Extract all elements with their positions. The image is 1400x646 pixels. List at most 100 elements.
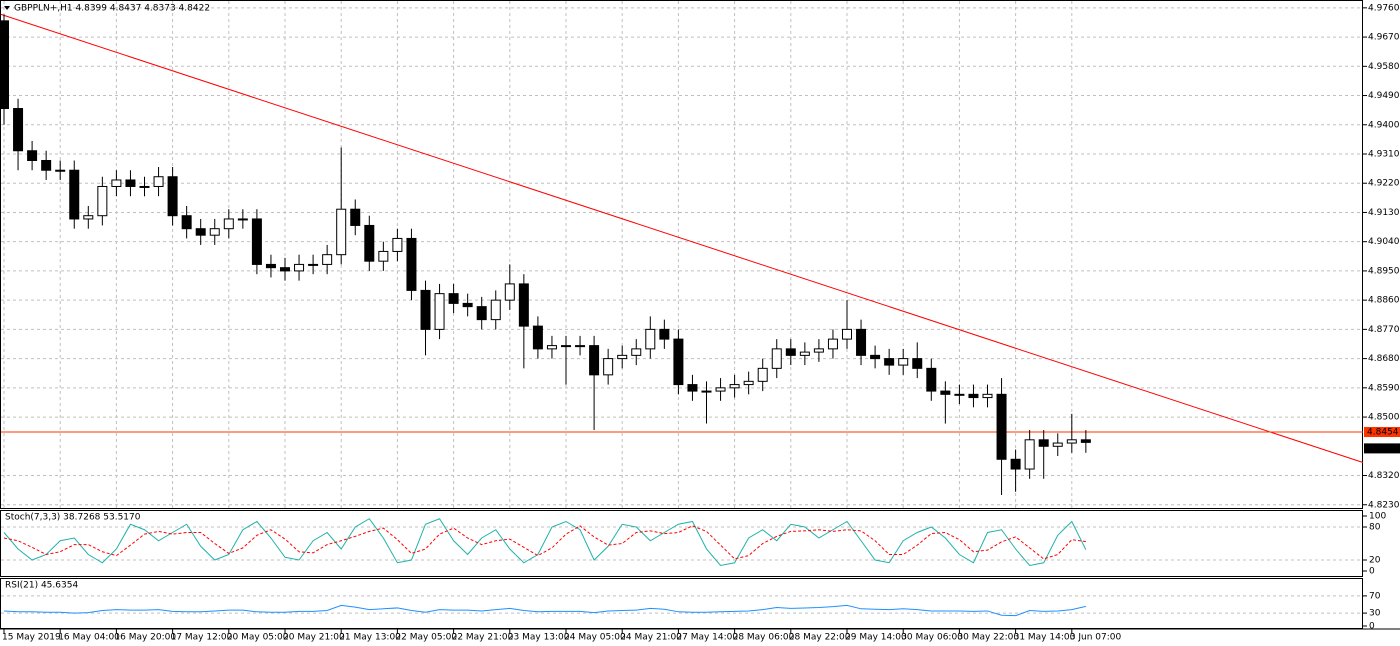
- stoch-panel: [0, 510, 1363, 577]
- candle-body: [504, 283, 515, 301]
- candle-body: [1010, 458, 1021, 470]
- y-tick-label: 0: [1369, 567, 1375, 577]
- candle-body: [13, 108, 24, 152]
- candle-body: [209, 228, 220, 236]
- x-tick-label: 3 Jun 07:00: [1070, 633, 1122, 643]
- candle-body: [771, 348, 782, 369]
- y-tick-label: 4.8590: [1368, 383, 1400, 393]
- candle-body: [280, 267, 290, 272]
- x-tick-label: 29 May 14:00: [845, 633, 907, 643]
- y-tick-label: 70: [1369, 591, 1381, 601]
- indicator-title: Stoch(7,3,3) 38.7268 53.5170: [5, 513, 141, 523]
- candle-body: [589, 345, 600, 376]
- candle-body: [926, 367, 937, 392]
- y-tick-label: 4.9130: [1368, 208, 1400, 218]
- y-tick-label: 4.9310: [1368, 149, 1400, 159]
- candle-body: [996, 393, 1007, 460]
- candle-body: [125, 179, 136, 187]
- candle-body: [364, 224, 375, 262]
- candle-body: [603, 358, 614, 376]
- candle-body: [350, 208, 361, 226]
- candle-body: [1080, 439, 1091, 443]
- candle-body: [813, 348, 824, 353]
- candle-body: [69, 169, 80, 220]
- x-tick-label: 16 May 04:00: [58, 633, 120, 643]
- candle-body: [55, 169, 66, 172]
- candle-body: [757, 367, 768, 382]
- candle-body: [884, 358, 895, 366]
- y-tick-label: 4.8680: [1368, 354, 1400, 364]
- last-price-box: [1364, 443, 1400, 454]
- y-tick-label: 4.9760: [1368, 3, 1400, 13]
- x-tick-label: 20 May 05:00: [227, 633, 289, 643]
- main-panel: [0, 0, 1363, 509]
- x-tick-label: 20 May 21:00: [283, 633, 345, 643]
- candle-body: [645, 328, 656, 350]
- candle-body: [322, 254, 333, 265]
- indicator-title: RSI(21) 45.6354: [5, 581, 78, 591]
- candle-body: [83, 215, 94, 220]
- candle-body: [1066, 439, 1077, 444]
- candle-body: [490, 299, 501, 321]
- candle-body: [743, 380, 754, 386]
- candle-body: [870, 354, 881, 360]
- x-tick-label: 28 May 22:00: [789, 633, 851, 643]
- candle-body: [715, 387, 726, 392]
- x-tick-label: 22 May 05:00: [395, 633, 457, 643]
- y-tick-label: 4.9040: [1368, 237, 1400, 247]
- y-tick-label: 4.9490: [1368, 91, 1400, 101]
- x-tick-label: 28 May 06:00: [733, 633, 795, 643]
- candle-body: [181, 215, 192, 230]
- candle-body: [631, 348, 642, 356]
- y-tick-label: 4.8860: [1368, 296, 1400, 306]
- candle-body: [448, 293, 459, 304]
- y-tick-label: 0: [1369, 622, 1375, 632]
- y-tick-label: 4.9580: [1368, 62, 1400, 72]
- x-tick-label: 27 May 14:00: [676, 633, 738, 643]
- y-tick-label: 4.9670: [1368, 33, 1400, 43]
- x-tick-label: 22 May 21:00: [452, 633, 514, 643]
- x-tick-label: 23 May 13:00: [508, 633, 570, 643]
- candle-body: [476, 306, 487, 321]
- candle-body: [518, 283, 529, 327]
- indicator-line: [3, 604, 1086, 617]
- candle-body: [659, 328, 670, 340]
- candle-body: [434, 293, 445, 330]
- candle-body: [308, 263, 319, 266]
- candle-body: [532, 325, 543, 350]
- candle-body: [856, 328, 867, 356]
- candle-body: [1052, 442, 1063, 447]
- candle-body: [982, 393, 993, 399]
- candle-body: [406, 237, 417, 291]
- candle-body: [41, 159, 52, 171]
- candle-body: [842, 328, 852, 340]
- y-tick-label: 4.8230: [1368, 500, 1400, 510]
- y-tick-label: 100: [1369, 512, 1386, 522]
- candle-body: [111, 179, 122, 187]
- y-tick-label: 80: [1369, 523, 1381, 533]
- candle-body: [265, 263, 276, 269]
- y-tick-label: 4.9400: [1368, 120, 1400, 130]
- candle-body: [940, 390, 951, 395]
- x-tick-label: 30 May 22:00: [957, 633, 1019, 643]
- candle-body: [195, 228, 206, 236]
- candle-body: [420, 289, 431, 330]
- candle-body: [392, 237, 403, 252]
- candle-body: [546, 345, 557, 350]
- candle-body: [1024, 439, 1035, 470]
- candle-body: [336, 208, 347, 256]
- x-tick-label: 24 May 21:00: [620, 633, 682, 643]
- candle-body: [687, 384, 698, 392]
- candle-body: [0, 20, 9, 110]
- x-tick-label: 31 May 14:00: [1014, 633, 1076, 643]
- y-tick-label: 30: [1369, 609, 1381, 619]
- candle-body: [462, 302, 473, 308]
- trend-line: [0, 13, 1364, 464]
- hline-price-box: [1364, 427, 1400, 438]
- x-tick-label: 16 May 20:00: [114, 633, 176, 643]
- candle-body: [673, 338, 684, 386]
- title-arrow: [4, 6, 10, 10]
- y-tick-label: 4.9220: [1368, 179, 1400, 189]
